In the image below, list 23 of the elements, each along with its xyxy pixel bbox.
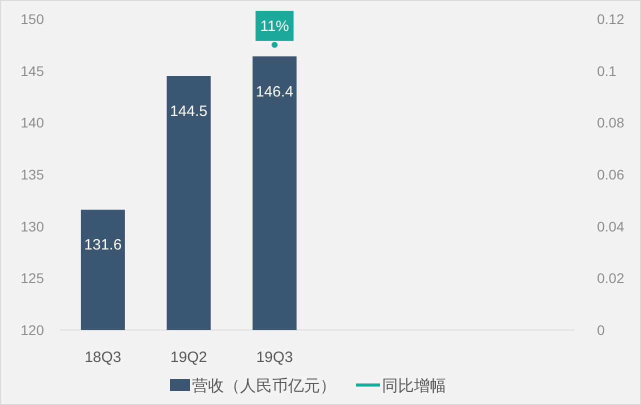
y-tick-label: 135	[20, 166, 44, 182]
x-tick-label: 18Q3	[84, 349, 122, 366]
y-tick-label: 120	[20, 322, 44, 338]
y2-tick-label: 0	[597, 322, 605, 338]
y-tick-label: 145	[20, 62, 44, 79]
y2-tick-label: 0.08	[597, 114, 624, 131]
data-label: 146.4	[256, 83, 294, 100]
legend-label: 营收（人民币亿元）	[192, 377, 336, 395]
y2-tick-label: 0.02	[597, 270, 624, 286]
x-tick-label: 19Q2	[170, 349, 208, 366]
x-tick-label: 19Q3	[256, 349, 293, 366]
y-tick-label: 150	[20, 11, 44, 27]
data-label: 131.6	[84, 236, 122, 254]
data-label: 11%	[260, 18, 290, 35]
y-tick-label: 140	[20, 114, 44, 131]
y2-tick-label: 0.1	[597, 62, 617, 79]
y2-tick-label: 0.06	[597, 166, 624, 182]
y-tick-label: 125	[20, 270, 44, 286]
y2-tick-label: 0.12	[597, 11, 624, 27]
data-label: 144.5	[170, 103, 208, 120]
legend-label: 同比增幅	[382, 377, 446, 395]
y2-tick-label: 0.04	[597, 218, 624, 234]
y-tick-label: 130	[20, 218, 44, 234]
